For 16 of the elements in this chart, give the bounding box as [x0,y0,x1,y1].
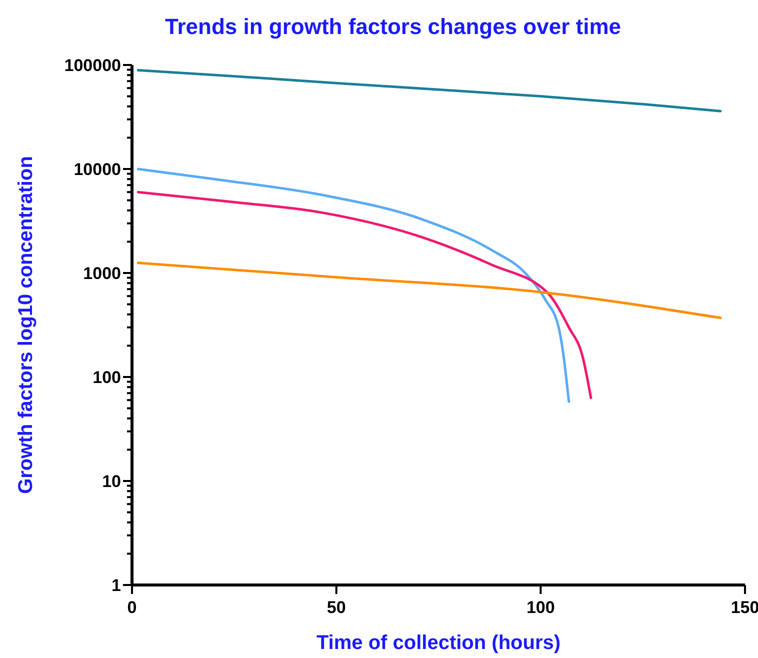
line-series [136,168,570,403]
line-series [136,262,722,320]
y-axis-title: Growth factors log10 concentration [15,156,37,494]
x-tick-label: 100 [526,598,555,617]
chart-title: Trends in growth factors changes over time [165,14,621,39]
y-tick-label: 1000 [83,264,121,283]
line-series [136,69,722,112]
line-series [136,190,592,400]
y-tick-label: 1 [112,576,121,595]
x-axis-title: Time of collection (hours) [316,632,561,654]
x-tick-label: 50 [326,598,346,617]
y-tick-label: 100 [92,368,121,387]
x-tick-label: 0 [127,598,137,617]
y-tick-label: 10 [102,472,121,491]
y-tick-label: 10000 [74,160,121,179]
y-tick-label: 100000 [64,56,121,75]
